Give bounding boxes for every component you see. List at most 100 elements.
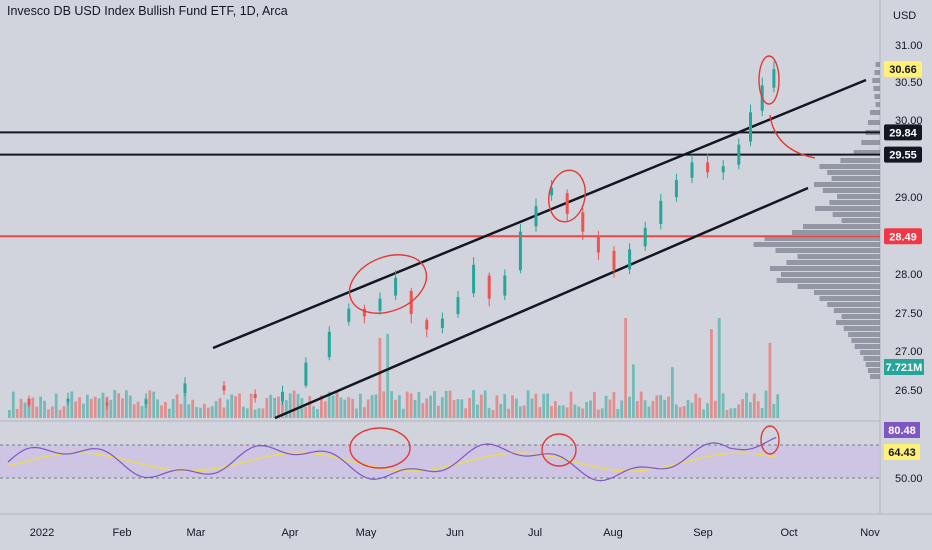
volume-bar [245, 408, 249, 418]
volume-profile-bar [854, 344, 880, 349]
volume-bar [312, 406, 315, 418]
volume-bar [417, 392, 421, 418]
candle-body [66, 398, 70, 402]
volume-bar [113, 390, 117, 418]
volume-bar [269, 394, 273, 418]
price-tick-label: 30.00 [895, 115, 923, 127]
volume-bar [86, 394, 89, 418]
volume-bar [58, 409, 62, 418]
volume-profile-bar [829, 200, 880, 205]
volume-bar [511, 395, 514, 418]
price-tag-label: 28.49 [889, 231, 917, 243]
volume-bar [382, 391, 386, 418]
candle-body [144, 399, 148, 405]
volume-bar [507, 408, 510, 418]
volume-bar [717, 318, 721, 418]
volume-bar [515, 398, 518, 418]
volume-profile-bar [875, 102, 880, 107]
channel-upper-line [212, 78, 867, 350]
volume-profile-bar [841, 218, 880, 223]
volume-bar [702, 409, 705, 418]
volume-bar [117, 393, 120, 418]
volume-bar [678, 407, 682, 418]
candle-body [105, 402, 109, 406]
volume-bar [15, 408, 19, 418]
rsi-band [0, 445, 880, 478]
candle-body [721, 166, 725, 173]
volume-bar [659, 395, 663, 418]
volume-bar [292, 390, 296, 418]
candle-body [550, 187, 554, 196]
volume-bar [281, 397, 284, 418]
channel-lower-line [274, 186, 809, 420]
volume-bar [206, 407, 210, 418]
candle-body [362, 308, 366, 317]
time-tick-label: May [356, 527, 377, 539]
candle-body [772, 69, 776, 88]
volume-bar [144, 398, 148, 418]
volume-bar [495, 395, 499, 418]
volume-bar [526, 390, 530, 418]
volume-bar [448, 390, 452, 418]
volume-profile-bar [815, 206, 880, 211]
candle-body [304, 362, 308, 386]
candle-body [581, 212, 585, 232]
candle-body [347, 308, 351, 322]
volume-profile-bar [786, 260, 880, 265]
candle-body [253, 394, 257, 398]
annotation-circle [548, 169, 586, 223]
volume-profile-bar [870, 374, 880, 379]
volume-bar [370, 395, 374, 418]
volume-bar [183, 394, 187, 418]
volume-bar [394, 399, 397, 418]
volume-bar [655, 395, 659, 418]
volume-bar [554, 401, 557, 418]
volume-bar [152, 391, 156, 418]
volume-bar [768, 342, 772, 418]
price-tick-label: 27.50 [895, 308, 923, 320]
volume-bar [218, 398, 222, 418]
volume-bar [253, 409, 257, 418]
volume-profile-bar [831, 176, 880, 181]
time-tick-label: Apr [281, 527, 298, 539]
volume-bar [273, 397, 276, 418]
volume-bar [230, 394, 234, 418]
candle-body [487, 275, 491, 299]
volume-bar [234, 396, 237, 418]
volume-bar [546, 393, 549, 418]
volume-bar [433, 391, 436, 418]
volume-bar [97, 398, 101, 418]
volume-bar [772, 403, 776, 418]
rsi-line [7, 436, 777, 482]
volume-bar [452, 399, 456, 418]
volume-profile-bar [753, 242, 880, 247]
candle-body [659, 200, 663, 224]
candle-body [534, 206, 538, 227]
time-tick-label: Jul [528, 527, 542, 539]
volume-profile-bar [833, 308, 880, 313]
volume-bar [690, 402, 694, 418]
volume-bar [320, 395, 323, 418]
volume-bar [359, 393, 362, 418]
volume-bar [339, 397, 343, 418]
volume-bar [355, 408, 358, 418]
volume-bar [639, 391, 643, 418]
volume-bar [429, 395, 432, 418]
candle-body [425, 320, 429, 330]
volume-bar [635, 400, 639, 418]
volume-bar [191, 399, 195, 418]
volume-bar [632, 364, 635, 418]
volume-bar [706, 403, 709, 418]
price-tag [884, 124, 922, 141]
volume-profile-bar [832, 212, 880, 217]
volume-bar [468, 398, 471, 418]
candle-body [690, 162, 694, 178]
volume-bar [577, 406, 581, 418]
volume-bar [35, 406, 39, 418]
volume-bar [764, 390, 768, 418]
volume-bar [721, 393, 725, 418]
candle-body [749, 112, 752, 142]
volume-bar [343, 399, 347, 418]
volume-bar [300, 398, 304, 418]
